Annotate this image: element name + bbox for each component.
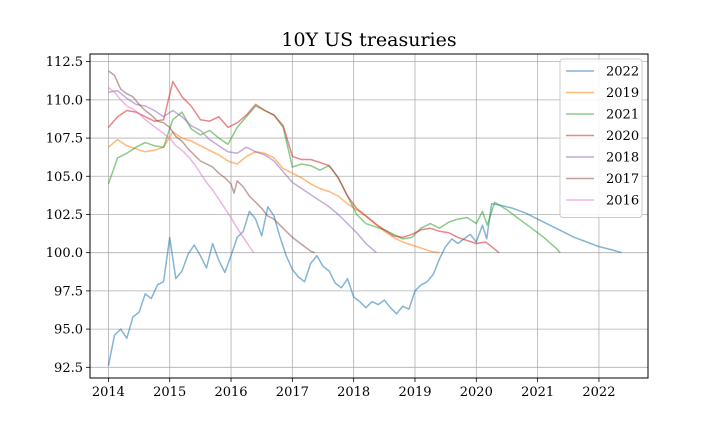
chart-title: 10Y US treasuries <box>281 29 456 51</box>
legend-label-2018: 2018 <box>606 151 639 166</box>
axis-ticks: 2014 2015 2016 2017 2018 2019 2020 2021 2022 92.5… <box>46 55 616 400</box>
legend-label-2019: 2019 <box>606 86 639 101</box>
x-tick-label: 2022 <box>582 385 615 400</box>
series-line-2018 <box>108 89 377 254</box>
y-tick-label: 97.5 <box>54 284 83 299</box>
series-line-2016 <box>107 87 255 254</box>
y-tick-label: 95.0 <box>54 323 83 338</box>
series-line-2020 <box>107 80 500 254</box>
y-tick-label: 107.5 <box>46 132 83 147</box>
y-tick-label: 100.0 <box>46 246 83 261</box>
y-tick-label: 112.5 <box>46 55 83 70</box>
legend-label-2017: 2017 <box>606 172 639 187</box>
series-line-2019 <box>107 131 440 254</box>
legend-label-2022: 2022 <box>606 65 639 80</box>
y-tick-label: 105.0 <box>46 170 83 185</box>
x-tick-label: 2018 <box>337 385 370 400</box>
grid <box>90 54 648 378</box>
series-line-2021 <box>107 105 561 254</box>
series-line-2022 <box>107 203 622 366</box>
legend: 2022 2019 2021 2020 2018 2017 2016 <box>559 58 643 218</box>
x-tick-label: 2014 <box>92 385 125 400</box>
plot-frame <box>89 53 649 379</box>
legend-label-2016: 2016 <box>606 194 639 209</box>
legend-label-2021: 2021 <box>606 108 639 123</box>
y-tick-label: 110.0 <box>46 93 83 108</box>
series-line-2017 <box>107 70 316 254</box>
legend-label-2020: 2020 <box>606 129 639 144</box>
x-tick-label: 2017 <box>276 385 309 400</box>
x-tick-label: 2021 <box>521 385 554 400</box>
x-tick-label: 2016 <box>214 385 247 400</box>
x-tick-label: 2015 <box>153 385 186 400</box>
y-tick-label: 102.5 <box>46 208 83 223</box>
x-tick-label: 2020 <box>460 385 493 400</box>
x-tick-label: 2019 <box>398 385 431 400</box>
y-tick-label: 92.5 <box>54 361 83 376</box>
series-layer <box>107 70 622 366</box>
